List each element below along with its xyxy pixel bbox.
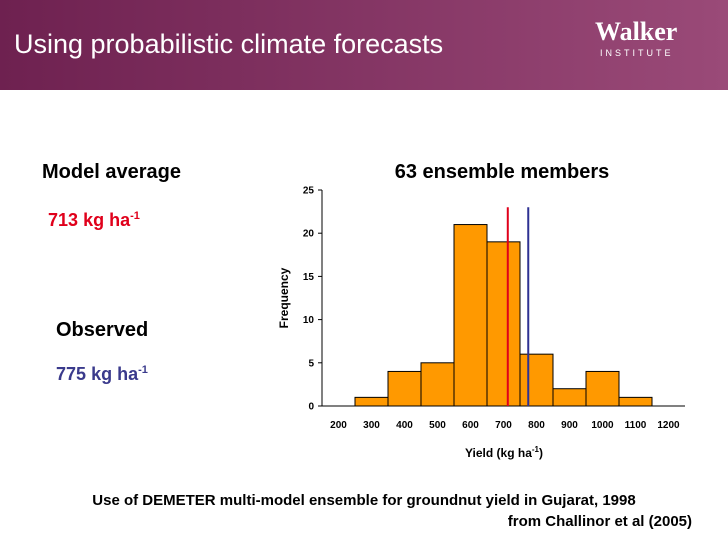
x-label-close: ) — [539, 446, 543, 460]
x-label-text: Yield (kg ha — [465, 446, 532, 460]
x-tick-label: 300 — [363, 420, 380, 431]
x-label-exponent: -1 — [532, 445, 540, 454]
x-tick-label: 800 — [528, 420, 545, 431]
bar — [387, 370, 422, 407]
observed-label: Observed — [56, 319, 148, 341]
logo-sub: INSTITUTE — [600, 48, 674, 58]
bar — [585, 370, 620, 407]
y-tick-label: 20 — [303, 229, 315, 240]
x-tick-label: 900 — [561, 420, 578, 431]
y-tick-label: 10 — [303, 315, 315, 326]
bar — [552, 388, 587, 407]
value: 775 — [56, 364, 86, 384]
x-tick-label: 700 — [495, 420, 512, 431]
x-axis-label: Yield (kg ha-1) — [465, 445, 543, 460]
x-tick-label: 1000 — [591, 420, 614, 431]
x-tick-label: 1200 — [657, 420, 680, 431]
x-tick-label: 600 — [462, 420, 479, 431]
bar — [420, 362, 455, 407]
y-tick-label: 0 — [308, 402, 314, 413]
unit: kg ha — [83, 210, 131, 230]
model-average-label: Model average — [42, 161, 181, 183]
bar — [486, 241, 521, 407]
x-tick-label: 200 — [330, 420, 347, 431]
plot: 0 5 10 15 20 25 200 300 400 500 600 700 800 900 1000 11… — [303, 186, 685, 431]
value: 713 — [48, 210, 78, 230]
y-tick-label: 15 — [303, 272, 315, 283]
bar — [519, 353, 554, 407]
exponent: -1 — [130, 210, 140, 222]
unit: kg ha — [91, 364, 139, 384]
observed-value: 775 kg ha-1 — [56, 364, 148, 384]
y-tick-label: 5 — [308, 358, 314, 369]
chart-title: 63 ensemble members — [395, 161, 610, 183]
x-tick-label: 1100 — [625, 420, 647, 431]
slide-title: Using probabilistic climate forecasts — [14, 29, 443, 59]
exponent: -1 — [138, 364, 148, 376]
y-axis-label: Frequency — [277, 267, 291, 328]
bar — [354, 396, 389, 407]
footer-line2: from Challinor et al (2005) — [508, 513, 692, 530]
footer-line1: Use of DEMETER multi-model ensemble for … — [92, 492, 635, 509]
logo-name: Walker — [595, 17, 677, 46]
bar — [618, 396, 653, 407]
header-band — [0, 0, 728, 90]
x-tick-label: 500 — [429, 420, 446, 431]
y-tick-label: 25 — [303, 186, 315, 197]
bar — [453, 224, 488, 407]
x-tick-label: 400 — [396, 420, 413, 431]
model-average-value: 713 kg ha-1 — [48, 210, 140, 230]
